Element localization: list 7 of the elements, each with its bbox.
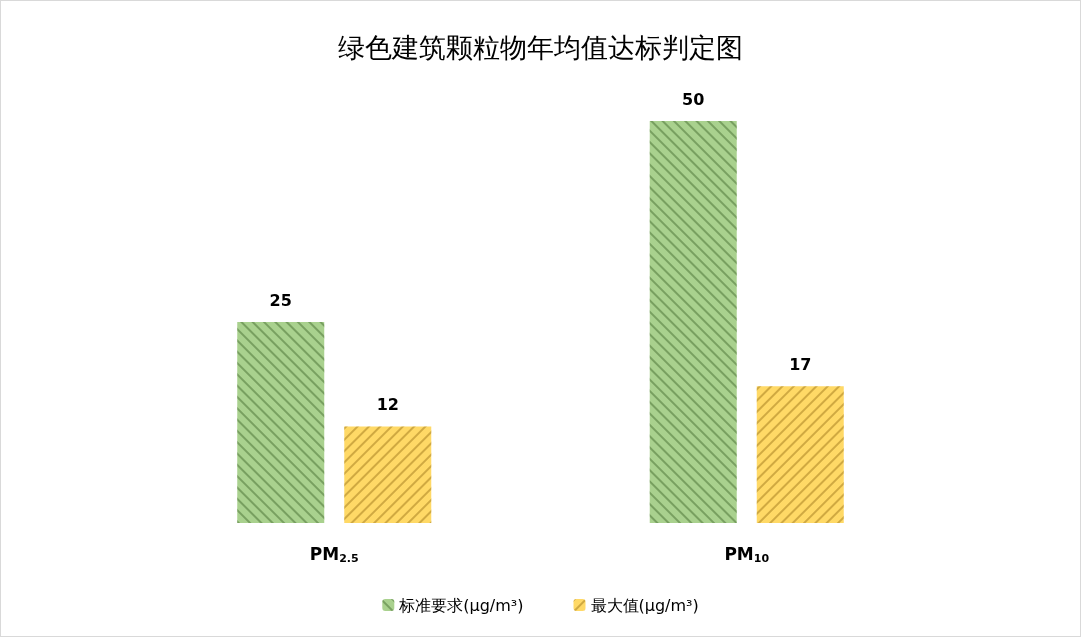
chart-title: 绿色建筑颗粒物年均值达标判定图 — [338, 32, 743, 63]
legend-label: 最大值(μg/m³) — [590, 595, 699, 615]
data-label: 17 — [789, 354, 812, 374]
data-label: 25 — [269, 290, 292, 310]
data-label: 12 — [376, 395, 399, 415]
legend-label: 标准要求(μg/m³) — [398, 595, 524, 615]
data-label: 50 — [682, 89, 705, 109]
